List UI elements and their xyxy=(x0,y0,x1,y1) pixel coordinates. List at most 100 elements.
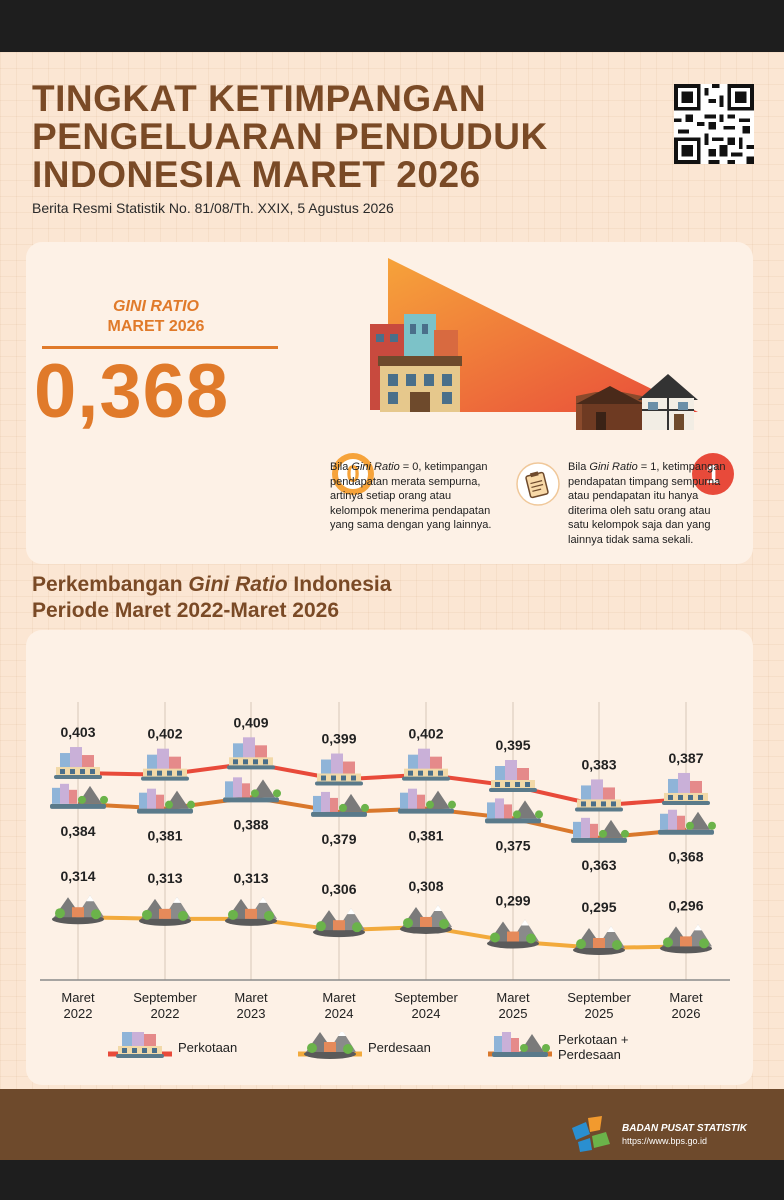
city-marker-icon xyxy=(575,779,623,812)
data-label: 0,368 xyxy=(668,849,703,865)
gini-line-chart: 0,403 0,402 0,409 0,399 0,402 0,395 0,383 0,387… xyxy=(40,702,730,981)
city-marker-icon xyxy=(662,772,710,805)
data-label: 0,363 xyxy=(581,857,616,873)
note-gini-zero-line: kelompok menerima pendapatan xyxy=(330,504,491,517)
note-gini-one-line: diterima oleh satu orang atau xyxy=(568,504,711,517)
note-gini-one-line: pendapatan timpang sempurna xyxy=(568,475,721,488)
village-marker-icon xyxy=(658,809,716,835)
legend-label: Perdesaan xyxy=(368,1040,431,1055)
title-line-3: INDONESIA MARET 2026 xyxy=(32,154,481,195)
x-tick-label: Maret 2024 xyxy=(322,990,356,1021)
village-marker-icon xyxy=(660,924,712,954)
city-buildings-icon xyxy=(370,314,462,412)
data-label: 0,306 xyxy=(321,881,356,897)
city-village-icon xyxy=(488,1032,552,1057)
scale-min-label: 0 xyxy=(346,461,359,488)
data-label: 0,388 xyxy=(233,816,268,832)
city-marker-icon xyxy=(141,748,189,781)
data-label: 0,409 xyxy=(233,714,268,730)
note-gini-zero-line: Bila Gini Ratio = 0, ketimpangan xyxy=(330,461,488,473)
page-title: TINGKAT KETIMPANGAN PENGELUARAN PENDUDUK… xyxy=(32,80,548,194)
gini-divider xyxy=(42,346,278,349)
x-tick-label: September 2024 xyxy=(394,990,458,1021)
data-label: 0,295 xyxy=(581,899,616,915)
city-marker-icon xyxy=(227,737,275,770)
data-label: 0,313 xyxy=(147,870,182,886)
x-tick-label: Maret 2026 xyxy=(669,990,703,1021)
data-label: 0,387 xyxy=(668,750,703,766)
village-marker-icon xyxy=(400,904,452,934)
village-houses-icon xyxy=(576,374,698,430)
title-line-2: PENGELUARAN PENDUDUK xyxy=(32,116,548,157)
x-tick-label: Maret 2025 xyxy=(496,990,530,1021)
clipboard-icon xyxy=(516,462,560,506)
village-icon xyxy=(298,1032,362,1059)
note-gini-one: Bila Gini Ratio = 1, ketimpangan pendapa… xyxy=(568,460,738,547)
data-label: 0,299 xyxy=(495,893,530,909)
city-marker-icon xyxy=(315,753,363,786)
section-heading: Perkembangan Gini Ratio Indonesia Period… xyxy=(32,572,391,624)
village-marker-icon xyxy=(139,896,191,926)
gini-ratio-label-line1: GINI RATIO xyxy=(113,298,199,315)
note-gini-one-line: atau pendapatan itu hanya xyxy=(568,490,699,502)
series-perdesaan: 0,314 0,313 0,313 0,306 0,308 0,299 0,295 0,296 xyxy=(52,868,712,955)
section-heading-line2: Periode Maret 2022-Maret 2026 xyxy=(32,599,339,622)
note-gini-zero-line: artinya setiap orang atau xyxy=(330,490,452,502)
series-perkotaan: 0,403 0,402 0,409 0,399 0,402 0,395 0,383 0,387 xyxy=(54,714,710,812)
bps-org-name: BADAN PUSAT STATISTIK xyxy=(622,1123,747,1134)
heading-part: Indonesia xyxy=(287,573,392,596)
x-tick-label: September 2022 xyxy=(133,990,197,1021)
note-gini-one-line: lainnya tidak sama sekali. xyxy=(568,533,694,546)
village-marker-icon xyxy=(311,791,369,817)
data-label: 0,381 xyxy=(408,828,443,844)
data-label: 0,308 xyxy=(408,878,443,894)
legend-label: Perkotaan xyxy=(178,1040,238,1055)
bps-logo-icon[interactable] xyxy=(568,1114,616,1154)
section-heading-line1: Perkembangan Gini Ratio Indonesia xyxy=(32,572,391,598)
qr-code-icon[interactable] xyxy=(674,84,754,164)
x-tick-label: Maret 2023 xyxy=(234,990,268,1021)
data-label: 0,314 xyxy=(60,868,95,884)
village-marker-icon xyxy=(137,788,195,814)
gini-ratio-label-line2: MARET 2026 xyxy=(107,318,205,335)
bps-url-link[interactable]: https://www.bps.go.id xyxy=(622,1136,708,1146)
village-marker-icon xyxy=(571,817,629,843)
x-tick-label: Maret 2022 xyxy=(61,990,95,1021)
note-gini-zero-line: pendapatan merata sempurna, xyxy=(330,475,481,488)
heading-part: Perkembangan xyxy=(32,573,189,596)
village-marker-icon xyxy=(313,908,365,938)
city-marker-icon xyxy=(402,748,450,781)
data-label: 0,375 xyxy=(495,837,530,853)
data-label: 0,383 xyxy=(581,756,616,772)
data-label: 0,313 xyxy=(233,870,268,886)
chart-card xyxy=(26,630,753,1085)
city-marker-icon xyxy=(489,760,537,792)
city-icon xyxy=(108,1032,172,1058)
village-marker-icon xyxy=(50,783,108,809)
data-label: 0,395 xyxy=(495,737,530,753)
data-label: 0,402 xyxy=(147,726,182,742)
village-marker-icon xyxy=(573,926,625,955)
village-marker-icon xyxy=(487,919,539,949)
scale-max-label: 1 xyxy=(706,459,720,489)
page-subtitle: Berita Resmi Statistik No. 81/08/Th. XXI… xyxy=(32,200,394,216)
village-marker-icon xyxy=(398,788,456,814)
village-marker-icon xyxy=(223,777,281,803)
footer-bar xyxy=(0,1089,784,1160)
series-perkotaan-perdesaan: 0,384 0,381 0,388 0,379 0,381 0,375 0,363 0,368 xyxy=(50,777,716,873)
infographic-page: TINGKAT KETIMPANGAN PENGELUARAN PENDUDUK… xyxy=(0,52,784,1160)
scale-one-badge: 1 xyxy=(692,453,734,495)
x-tick-label: September 2025 xyxy=(567,990,631,1021)
gini-ratio-label: GINI RATIO MARET 2026 xyxy=(66,297,246,337)
note-gini-one-line: satu kelompok saja dan yang xyxy=(568,519,711,531)
scale-zero-badge: 0 xyxy=(332,453,374,495)
gini-ratio-value: 0,368 xyxy=(34,349,230,434)
city-marker-icon xyxy=(54,747,102,780)
data-label: 0,379 xyxy=(321,831,356,847)
village-marker-icon xyxy=(485,798,543,824)
heading-part: Gini Ratio xyxy=(188,573,288,596)
data-label: 0,384 xyxy=(60,823,95,839)
legend-label: Perkotaan + Perdesaan xyxy=(558,1032,629,1062)
note-gini-zero: Bila Gini Ratio = 0, ketimpangan pendapa… xyxy=(330,460,516,533)
note-gini-one-line: Bila Gini Ratio = 1, ketimpangan xyxy=(568,461,726,473)
